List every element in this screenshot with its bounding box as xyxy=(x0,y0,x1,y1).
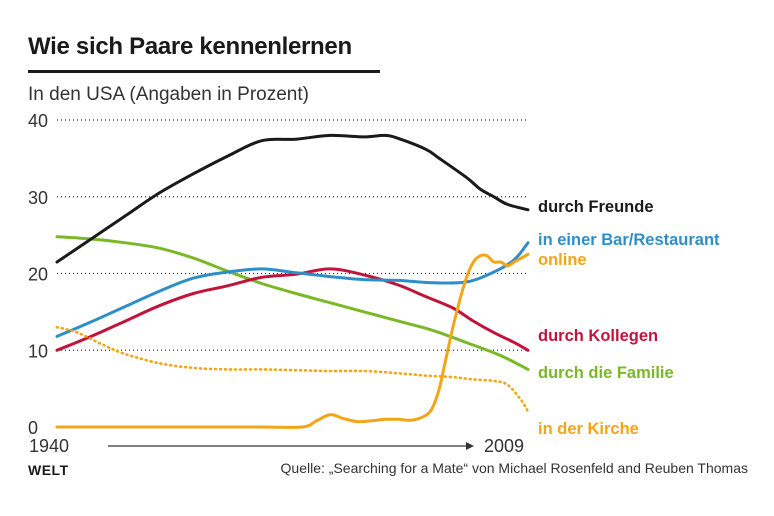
series-label-2: online xyxy=(538,251,587,269)
x-tick-label-end: 2009 xyxy=(484,436,524,456)
series-label-1: in einer Bar/Restaurant xyxy=(538,231,720,249)
y-tick-label-30: 30 xyxy=(28,188,48,208)
series-line-5 xyxy=(55,325,530,413)
series-label-0: durch Freunde xyxy=(538,198,654,216)
series-line-0 xyxy=(55,133,530,264)
series-label-3: durch Kollegen xyxy=(538,327,658,345)
x-axis-arrow-head xyxy=(466,442,474,450)
series-line-3 xyxy=(55,267,530,352)
x-axis: 1940 2009 xyxy=(29,436,524,456)
series-label-5: in der Kirche xyxy=(538,420,639,438)
y-tick-label-0: 0 xyxy=(28,418,38,438)
y-tick-label-10: 10 xyxy=(28,341,48,361)
welt-logo: WELT xyxy=(28,462,69,478)
series-line-1 xyxy=(55,241,530,338)
y-tick-label-20: 20 xyxy=(28,265,48,285)
chart-subtitle: In den USA (Angaben in Prozent) xyxy=(28,84,309,105)
series-label-4: durch die Familie xyxy=(538,364,674,382)
source-note: Quelle: „Searching for a Mate“ von Micha… xyxy=(280,460,748,476)
series-labels: durch Freunde in einer Bar/Restaurant onli… xyxy=(538,198,720,438)
title-underline xyxy=(28,70,380,73)
y-axis-tick-labels: 0 10 20 30 40 xyxy=(28,111,48,438)
x-tick-label-start: 1940 xyxy=(29,436,69,456)
gridlines xyxy=(57,119,528,351)
series-line-2 xyxy=(55,252,530,429)
chart-title: Wie sich Paare kennenlernen xyxy=(28,33,352,60)
series-lines xyxy=(55,133,530,429)
y-tick-label-40: 40 xyxy=(28,111,48,131)
series-line-4 xyxy=(55,235,530,371)
